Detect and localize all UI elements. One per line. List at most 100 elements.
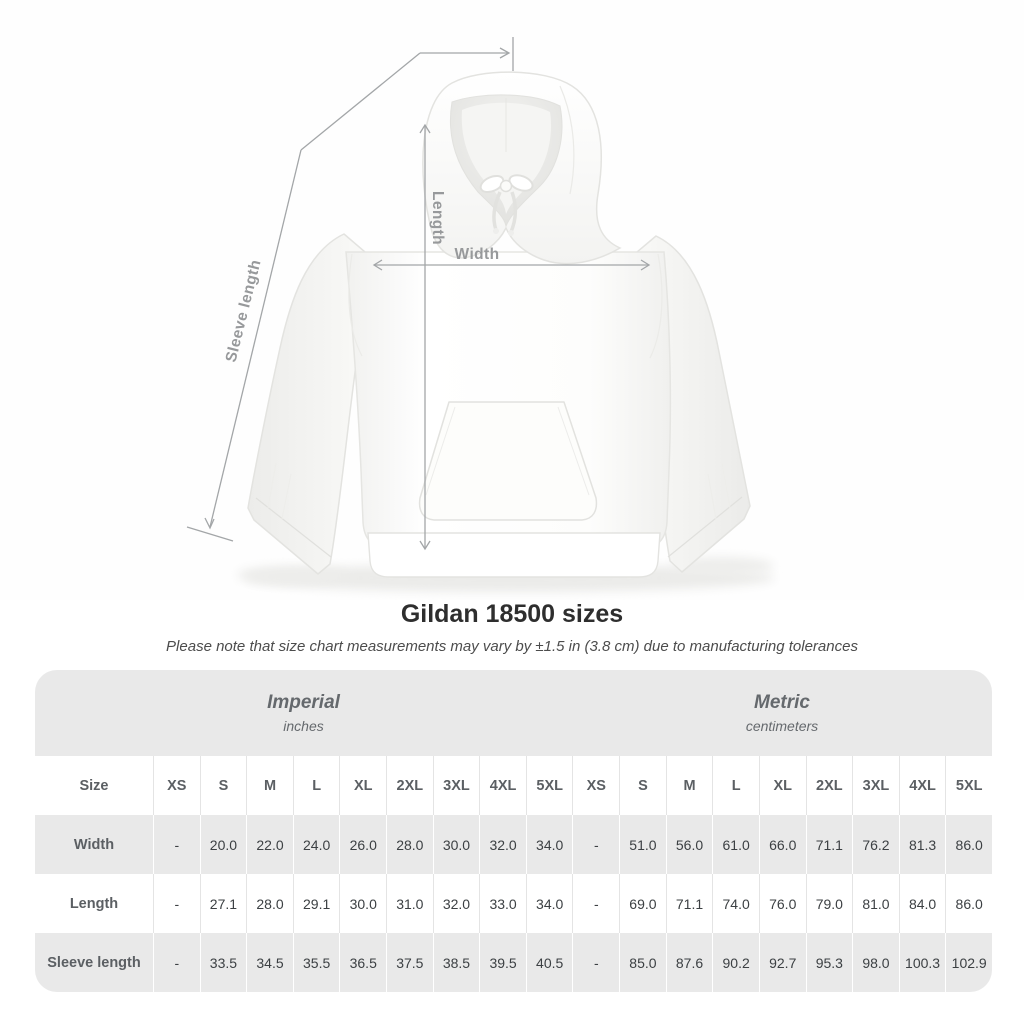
table-row-length: Length - 27.1 28.0 29.1 30.0 31.0 32.0 3… <box>35 874 992 933</box>
size-col-header: XS <box>572 756 619 815</box>
width-arrow <box>372 259 651 271</box>
left-armhole-seam <box>348 253 363 357</box>
size-header: Size <box>79 777 109 794</box>
table-cell: 34.0 <box>525 874 573 933</box>
size-col-header: L <box>712 756 759 815</box>
metric-group-unit: centimeters <box>745 718 819 734</box>
table-cell: 35.5 <box>292 933 340 992</box>
table-cell: 71.1 <box>665 874 713 933</box>
table-cell: 102.9 <box>945 933 992 992</box>
table-cell: 98.0 <box>852 933 899 992</box>
table-cell: 28.0 <box>246 874 293 933</box>
table-cell: 56.0 <box>665 815 713 874</box>
imperial-group-title: Imperial <box>267 692 340 713</box>
hood <box>422 71 622 265</box>
table-cell: 61.0 <box>712 815 759 874</box>
table-cell: 95.3 <box>805 933 853 992</box>
table-cell: 30.0 <box>432 815 480 874</box>
size-col-header: S <box>199 756 247 815</box>
table-cell: 33.5 <box>199 933 247 992</box>
table-cell: 33.0 <box>479 874 526 933</box>
table-cell: 84.0 <box>898 874 946 933</box>
product-photo: Width Length Sleeve length <box>186 37 775 592</box>
table-cell: 34.5 <box>246 933 293 992</box>
row-label: Sleeve length <box>47 954 141 971</box>
size-col-header: M <box>665 756 713 815</box>
kangaroo-pocket <box>418 401 598 521</box>
size-col-header: 2XL <box>805 756 853 815</box>
metric-group-header: Metric centimeters <box>572 692 992 734</box>
table-cell: - <box>153 933 200 992</box>
size-col-header: L <box>292 756 340 815</box>
table-cell: 81.3 <box>898 815 946 874</box>
table-cell: 85.0 <box>619 933 666 992</box>
table-cell: 76.0 <box>758 874 806 933</box>
table-cell: 29.1 <box>292 874 340 933</box>
table-cell: 37.5 <box>386 933 433 992</box>
size-col-header: M <box>246 756 293 815</box>
table-cell: - <box>572 933 619 992</box>
size-col-header: 4XL <box>898 756 946 815</box>
tolerance-note: Please note that size chart measurements… <box>166 637 858 655</box>
table-cell: 79.0 <box>805 874 853 933</box>
imperial-group-header: Imperial inches <box>35 692 572 734</box>
table-cell: 32.0 <box>479 815 526 874</box>
table-cell: - <box>153 874 200 933</box>
table-cell: 100.3 <box>898 933 946 992</box>
table-cell: 86.0 <box>945 815 992 874</box>
size-col-header: 2XL <box>386 756 433 815</box>
table-row-sleeve-length: Sleeve length - 33.5 34.5 35.5 36.5 37.5… <box>35 933 992 992</box>
page-title: Gildan 18500 sizes <box>400 600 624 628</box>
table-cell: 28.0 <box>386 815 433 874</box>
size-col-header: 4XL <box>479 756 526 815</box>
right-armhole-seam <box>649 253 663 359</box>
table-row-width: Width - 20.0 22.0 24.0 26.0 28.0 30.0 32… <box>35 815 992 874</box>
table-cell: - <box>153 815 200 874</box>
size-col-header: S <box>619 756 666 815</box>
table-cell: 81.0 <box>852 874 899 933</box>
width-label: Width <box>455 246 500 263</box>
sleeve-length-label: Sleeve length <box>223 258 265 364</box>
size-col-header: XL <box>339 756 386 815</box>
size-header-row: Size XS S M L XL 2XL 3XL 4XL 5XL XS S M … <box>35 756 992 815</box>
size-col-header: 5XL <box>945 756 992 815</box>
drawstring-bow <box>479 174 534 236</box>
table-cell: 86.0 <box>945 874 992 933</box>
sleeve-length-arrow <box>186 37 514 542</box>
size-col-header: 3XL <box>432 756 480 815</box>
table-cell: 30.0 <box>339 874 386 933</box>
size-col-header: XL <box>758 756 806 815</box>
table-cell: 26.0 <box>339 815 386 874</box>
table-cell: 40.5 <box>525 933 573 992</box>
hoodie-illustration: Width Length Sleeve length <box>186 37 775 592</box>
size-col-header: XS <box>153 756 200 815</box>
table-cell: 69.0 <box>619 874 666 933</box>
table-cell: 27.1 <box>199 874 247 933</box>
size-chart-table: Imperial inches Metric centimeters Size … <box>35 670 992 992</box>
table-cell: 32.0 <box>432 874 480 933</box>
caption: Gildan 18500 sizes Please note that size… <box>0 600 1024 655</box>
size-col-header: 3XL <box>852 756 899 815</box>
table-cell: 24.0 <box>292 815 340 874</box>
table-cell: - <box>572 815 619 874</box>
hem-band <box>367 532 661 578</box>
table-cell: 38.5 <box>432 933 480 992</box>
unit-group-header: Imperial inches Metric centimeters <box>35 670 992 756</box>
table-cell: 90.2 <box>712 933 759 992</box>
table-cell: 76.2 <box>852 815 899 874</box>
table-cell: 39.5 <box>479 933 526 992</box>
table-cell: 92.7 <box>758 933 806 992</box>
table-cell: 34.0 <box>525 815 573 874</box>
length-arrow <box>419 123 431 551</box>
row-label: Length <box>69 895 119 912</box>
table-cell: - <box>572 874 619 933</box>
length-label: Length <box>429 191 446 245</box>
table-cell: 20.0 <box>199 815 247 874</box>
table-cell: 74.0 <box>712 874 759 933</box>
table-cell: 22.0 <box>246 815 293 874</box>
size-col-header: 5XL <box>525 756 573 815</box>
table-cell: 51.0 <box>619 815 666 874</box>
table-cell: 71.1 <box>805 815 853 874</box>
row-label: Width <box>73 836 115 853</box>
table-cell: 31.0 <box>386 874 433 933</box>
